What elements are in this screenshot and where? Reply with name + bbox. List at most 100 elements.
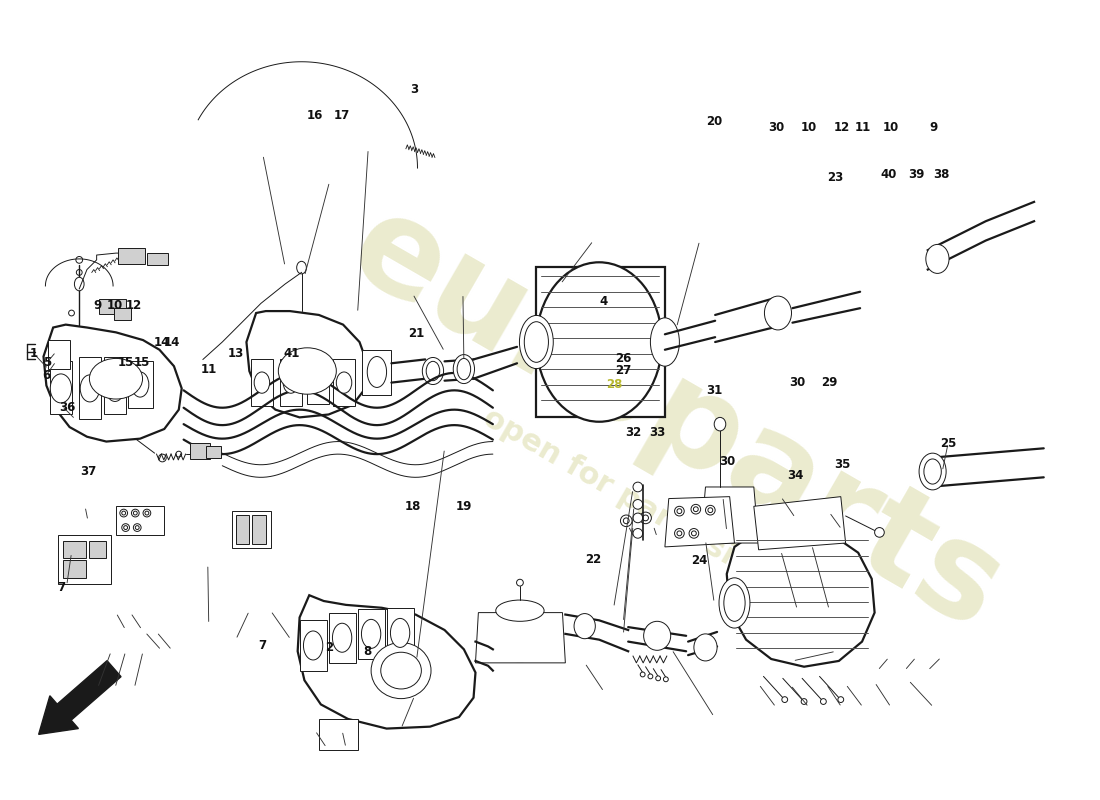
Polygon shape bbox=[475, 613, 565, 663]
Ellipse shape bbox=[362, 619, 381, 648]
Polygon shape bbox=[79, 357, 101, 419]
Text: 29: 29 bbox=[821, 377, 837, 390]
Ellipse shape bbox=[390, 618, 410, 647]
Polygon shape bbox=[362, 350, 392, 395]
Ellipse shape bbox=[381, 652, 421, 689]
Text: 9: 9 bbox=[930, 122, 937, 134]
Text: 10: 10 bbox=[107, 299, 123, 312]
Text: 10: 10 bbox=[801, 122, 817, 134]
Ellipse shape bbox=[719, 578, 750, 628]
FancyArrow shape bbox=[39, 661, 121, 734]
Text: 14: 14 bbox=[153, 336, 169, 350]
Ellipse shape bbox=[676, 509, 682, 514]
Polygon shape bbox=[319, 719, 358, 750]
Text: europarts: europarts bbox=[329, 182, 1024, 657]
Text: 24: 24 bbox=[691, 554, 707, 567]
Ellipse shape bbox=[874, 527, 884, 538]
Ellipse shape bbox=[80, 375, 99, 402]
Text: 25: 25 bbox=[940, 437, 956, 450]
Ellipse shape bbox=[644, 622, 671, 650]
Polygon shape bbox=[358, 609, 385, 659]
Polygon shape bbox=[754, 497, 846, 550]
Ellipse shape bbox=[131, 510, 140, 517]
Ellipse shape bbox=[283, 372, 298, 394]
Bar bbox=[147, 253, 168, 265]
Ellipse shape bbox=[304, 631, 322, 660]
Polygon shape bbox=[307, 358, 329, 404]
Ellipse shape bbox=[120, 510, 128, 517]
Bar bbox=[63, 541, 86, 558]
Bar bbox=[99, 298, 125, 314]
Ellipse shape bbox=[492, 612, 548, 662]
Ellipse shape bbox=[123, 526, 128, 530]
Text: 12: 12 bbox=[834, 122, 850, 134]
Polygon shape bbox=[329, 613, 355, 663]
Ellipse shape bbox=[496, 600, 544, 622]
Text: 20: 20 bbox=[706, 115, 723, 128]
Ellipse shape bbox=[133, 511, 138, 515]
Ellipse shape bbox=[694, 634, 717, 661]
Text: 15: 15 bbox=[133, 356, 150, 370]
Text: 17: 17 bbox=[334, 109, 351, 122]
Text: 30: 30 bbox=[768, 122, 784, 134]
Ellipse shape bbox=[632, 482, 642, 492]
Ellipse shape bbox=[782, 697, 788, 702]
Ellipse shape bbox=[106, 375, 124, 402]
Ellipse shape bbox=[632, 513, 642, 522]
Text: 8: 8 bbox=[364, 645, 372, 658]
Text: 7: 7 bbox=[57, 581, 66, 594]
Polygon shape bbox=[298, 595, 475, 729]
Text: 9: 9 bbox=[94, 299, 102, 312]
Ellipse shape bbox=[537, 262, 662, 422]
Ellipse shape bbox=[642, 515, 649, 521]
Polygon shape bbox=[299, 620, 327, 670]
Polygon shape bbox=[251, 359, 273, 406]
Ellipse shape bbox=[838, 697, 844, 702]
Text: 1: 1 bbox=[30, 347, 38, 360]
Bar bbox=[89, 541, 107, 558]
Ellipse shape bbox=[663, 677, 669, 682]
Ellipse shape bbox=[674, 529, 684, 538]
Text: 13: 13 bbox=[228, 347, 244, 360]
Bar bbox=[235, 515, 250, 544]
Polygon shape bbox=[386, 608, 414, 658]
Text: 33: 33 bbox=[649, 426, 666, 439]
Text: 35: 35 bbox=[834, 458, 850, 471]
Polygon shape bbox=[128, 362, 153, 408]
Bar bbox=[190, 443, 210, 459]
Ellipse shape bbox=[519, 315, 553, 369]
Ellipse shape bbox=[426, 362, 440, 381]
Ellipse shape bbox=[764, 296, 792, 330]
Polygon shape bbox=[280, 359, 301, 406]
Ellipse shape bbox=[708, 508, 713, 513]
Ellipse shape bbox=[458, 358, 471, 380]
Ellipse shape bbox=[517, 579, 524, 586]
Text: 16: 16 bbox=[307, 109, 323, 122]
Bar bbox=[232, 511, 271, 548]
Text: 15: 15 bbox=[118, 356, 133, 370]
Bar bbox=[206, 446, 221, 458]
Text: 39: 39 bbox=[909, 168, 924, 181]
Bar bbox=[48, 340, 69, 369]
Ellipse shape bbox=[574, 614, 595, 638]
Text: 7: 7 bbox=[258, 639, 266, 652]
Text: 28: 28 bbox=[606, 378, 623, 391]
Ellipse shape bbox=[297, 262, 307, 274]
Polygon shape bbox=[727, 527, 874, 666]
Ellipse shape bbox=[75, 278, 84, 290]
Ellipse shape bbox=[525, 322, 549, 362]
Ellipse shape bbox=[924, 459, 942, 484]
Ellipse shape bbox=[632, 529, 642, 538]
Ellipse shape bbox=[656, 676, 660, 681]
Ellipse shape bbox=[624, 518, 629, 524]
Text: 4: 4 bbox=[600, 294, 608, 307]
Polygon shape bbox=[664, 497, 735, 547]
Text: 3: 3 bbox=[410, 82, 419, 96]
Ellipse shape bbox=[620, 515, 632, 526]
Ellipse shape bbox=[821, 698, 826, 705]
Ellipse shape bbox=[676, 531, 682, 536]
Polygon shape bbox=[58, 535, 111, 584]
Ellipse shape bbox=[640, 672, 645, 677]
Text: open for parts since 1985: open for parts since 1985 bbox=[478, 403, 874, 648]
Text: 31: 31 bbox=[706, 384, 723, 398]
